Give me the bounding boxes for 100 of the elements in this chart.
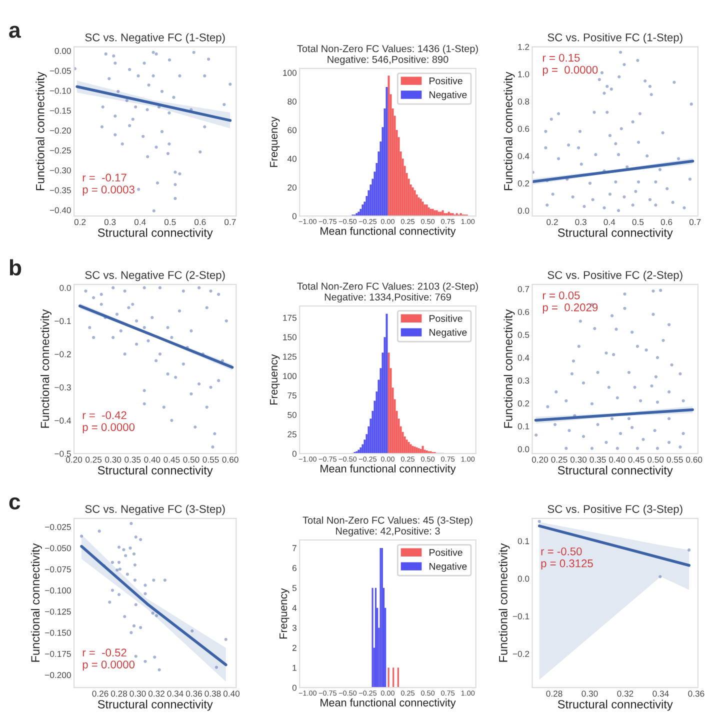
chart-title: SC vs. Negative FC (1-Step) xyxy=(85,33,225,44)
y-tick-label: 1.0 xyxy=(518,71,530,78)
x-tick-label: 0.38 xyxy=(204,690,221,697)
x-tick-label: 0.60 xyxy=(222,456,238,463)
y-tick-label: 0 xyxy=(292,684,297,691)
x-tick-label: 0.6 xyxy=(660,219,672,226)
x-tick-label: 0.4 xyxy=(134,219,146,226)
chart-title: SC vs. Positive FC (3-Step) xyxy=(548,504,682,516)
y-tick-label: 25 xyxy=(288,431,296,438)
x-tick-label: 0.32 xyxy=(617,690,634,697)
annotation: r = -0.42 p = 0.0000 xyxy=(82,411,135,434)
y-tick-label: −0.200 xyxy=(45,672,71,678)
x-tick-label: 0.4 xyxy=(604,219,616,226)
legend-label: Negative xyxy=(430,91,467,100)
x-tick-label: 0.35 xyxy=(124,456,141,463)
x-axis-title: Mean functional connectivity xyxy=(320,226,456,237)
x-tick-label: 0.7 xyxy=(689,219,701,226)
x-tick-label: 0.55 xyxy=(202,456,219,463)
y-tick-label: 0.2 xyxy=(518,400,530,406)
x-axis-title: Structural connectivity xyxy=(98,700,213,711)
x-tick-label: 0.36 xyxy=(186,690,202,697)
y-tick-label: 0.6 xyxy=(518,308,530,316)
y-tick-label: 0.1 xyxy=(518,538,530,544)
chart-title: Total Non-Zero FC Values: 1436 (1-Step) Negative: 546,Positive: 890 xyxy=(297,44,478,65)
x-tick-label: 0.30 xyxy=(130,690,146,697)
y-tick-label: 100 xyxy=(283,373,297,380)
y-tick-label: −0.075 xyxy=(45,566,71,572)
y-tick-label: −0.1 xyxy=(54,318,71,324)
y-axis-title: Functional connectivity xyxy=(40,309,52,428)
y-tick-label: 0.8 xyxy=(518,98,530,105)
y-tick-label: −0.050 xyxy=(45,545,71,552)
y-tick-label: −0.175 xyxy=(45,650,71,657)
y-tick-label: 2 xyxy=(292,644,296,651)
x-tick-label: 0.30 xyxy=(105,456,122,463)
x-axis-title: Structural connectivity xyxy=(558,466,673,477)
x-tick-label: 0.28 xyxy=(110,690,128,697)
x-tick-label: 0.32 xyxy=(148,690,164,697)
y-tick-label: −0.125 xyxy=(45,608,71,615)
y-tick-label: −0.3 xyxy=(54,384,71,390)
y-tick-label: 0.00 xyxy=(54,48,71,54)
x-tick-label: 0.40 xyxy=(608,456,626,463)
annotation: r = 0.15 p = 0.0000 xyxy=(542,54,598,76)
chart-title: SC vs. Negative FC (2-Step) xyxy=(85,270,225,282)
y-tick-label: −0.05 xyxy=(50,68,71,74)
x-tick-label: 0.34 xyxy=(652,690,669,697)
chart-title: Total Non-Zero FC Values: 45 (3-Step) Negative: 42,Positive: 3 xyxy=(302,516,472,537)
x-tick-label: 0.28 xyxy=(546,690,562,697)
x-tick-label: 0.20 xyxy=(532,456,548,463)
y-tick-label: 4 xyxy=(292,605,297,611)
y-tick-label: 0.1 xyxy=(518,423,530,430)
x-tick-label: 0.35 xyxy=(590,456,606,463)
x-tick-label: 0.7 xyxy=(224,219,236,226)
chart-title: SC vs. Positive FC (1-Step) xyxy=(548,33,682,44)
x-tick-label: 0.60 xyxy=(686,456,702,463)
y-tick-label: 6 xyxy=(292,565,296,572)
x-tick-label: 0.5 xyxy=(164,219,176,226)
x-tick-label: 0.45 xyxy=(164,456,180,463)
y-tick-label: 1 xyxy=(292,664,296,671)
annotation: r = -0.17 p = 0.0003 xyxy=(82,174,134,196)
x-tick-label: 0.45 xyxy=(628,456,644,463)
x-tick-label: 0.55 xyxy=(666,456,683,463)
x-axis-title: Mean functional connectivity xyxy=(320,698,456,709)
y-tick-label: −0.10 xyxy=(50,88,71,94)
x-tick-label: 0.34 xyxy=(167,690,184,697)
y-tick-label: 150 xyxy=(283,334,297,340)
y-tick-label: 80 xyxy=(288,98,297,105)
y-tick-label: 0.6 xyxy=(518,126,530,132)
x-tick-label: 0.5 xyxy=(632,219,644,226)
y-tick-label: 0.3 xyxy=(518,378,530,384)
y-tick-label: 0 xyxy=(292,450,297,457)
y-tick-label: 0.4 xyxy=(518,153,530,160)
y-axis-title: Frequency xyxy=(270,116,280,167)
y-tick-label: 125 xyxy=(283,354,296,360)
x-tick-label: 0.25 xyxy=(551,456,568,463)
y-tick-label: 0.7 xyxy=(518,286,530,292)
y-tick-label: −0.4 xyxy=(54,418,71,424)
y-tick-label: 0.0 xyxy=(518,208,530,214)
text: b xyxy=(10,259,22,276)
y-tick-label: 0.4 xyxy=(518,354,530,361)
y-axis-title: Functional connectivity xyxy=(504,72,515,190)
y-tick-label: 60 xyxy=(288,127,297,134)
x-tick-label: 0.26 xyxy=(92,690,108,697)
y-tick-label: −0.100 xyxy=(45,587,71,594)
y-tick-label: 100 xyxy=(283,70,297,76)
y-tick-label: 40 xyxy=(287,156,297,162)
y-tick-label: −0.150 xyxy=(45,630,71,636)
y-tick-label: −0.5 xyxy=(54,450,71,457)
legend-label: Negative xyxy=(430,562,467,572)
text: a xyxy=(9,26,21,38)
x-tick-label: 0.3 xyxy=(575,219,586,226)
y-axis-title: Functional connectivity xyxy=(36,72,47,190)
y-tick-label: 5 xyxy=(292,585,296,592)
y-axis-title: Frequency xyxy=(270,354,280,404)
y-tick-label: −0.25 xyxy=(50,147,71,154)
y-tick-label: 0.0 xyxy=(60,284,71,291)
y-axis-title: Functional connectivity xyxy=(498,543,510,662)
y-axis-title: Functional connectivity xyxy=(504,309,515,428)
x-tick-label: 0.20 xyxy=(66,456,82,463)
annotation: r = -0.52 p = 0.0000 xyxy=(82,648,135,671)
y-tick-label: −0.15 xyxy=(50,108,71,114)
